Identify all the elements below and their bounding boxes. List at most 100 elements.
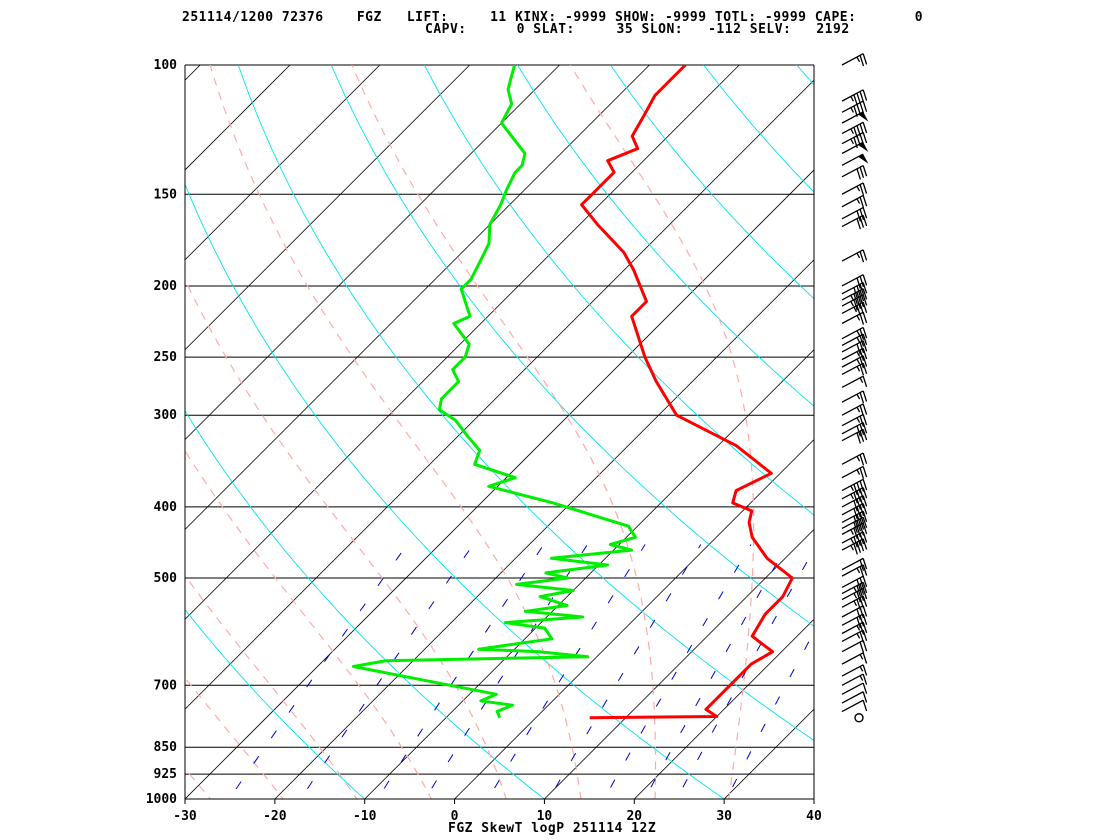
wind-barb-full-feather <box>856 343 862 355</box>
wind-barb <box>841 182 868 196</box>
wind-barb-full-feather <box>862 700 868 712</box>
mixing-ratio-line <box>548 544 702 799</box>
wind-barb-full-feather <box>859 641 865 653</box>
mixing-ratio-line <box>603 544 752 799</box>
wind-barb-full-feather <box>862 682 868 694</box>
wind-barb-half-feather <box>856 406 861 413</box>
wind-barb-full-feather <box>859 454 865 466</box>
wind-barb <box>841 294 868 311</box>
wind-barb-full-feather <box>862 691 868 703</box>
wind-barb-full-feather <box>862 195 868 207</box>
wind-barb-full-feather <box>862 466 868 478</box>
dry-adiabat-line <box>517 65 814 407</box>
wind-barb-full-feather <box>853 543 858 555</box>
isotherm-line <box>544 528 814 799</box>
wind-barb-full-feather <box>862 588 868 600</box>
wind-barb-half-feather <box>856 330 861 336</box>
wind-barb-full-feather <box>862 664 868 676</box>
wind-barb-full-feather <box>853 536 858 548</box>
wind-barb-full-feather <box>862 503 868 515</box>
wind-barb <box>841 605 868 620</box>
moist-adiabat-line <box>185 676 284 799</box>
wind-barb <box>841 141 869 155</box>
wind-barb <box>854 713 864 723</box>
isotherm-line <box>274 259 814 799</box>
wind-barb-half-feather <box>856 366 861 372</box>
wind-barb-full-feather <box>859 208 865 221</box>
wind-barb-full-feather <box>862 640 868 652</box>
wind-barb-full-feather <box>859 467 865 479</box>
wind-barb-full-feather <box>862 333 868 345</box>
isotherm-line <box>364 349 814 799</box>
temperature-tick-label: 30 <box>716 809 732 824</box>
wind-barb-half-feather <box>850 128 854 135</box>
wind-barb-staff <box>841 153 864 166</box>
wind-barb-full-feather <box>862 100 868 112</box>
mixing-ratio-line <box>676 548 814 799</box>
wind-barb-full-feather <box>862 182 868 194</box>
wind-barb-full-feather <box>862 605 868 617</box>
wind-barb-full-feather <box>859 276 865 288</box>
wind-barb-half-feather <box>850 138 854 145</box>
wind-barb-full-feather <box>862 517 868 529</box>
wind-barb-full-feather <box>859 184 865 196</box>
wind-barb-full-feather <box>859 349 865 361</box>
wind-barb-half-feather <box>850 545 854 551</box>
isotherm-line <box>185 65 740 620</box>
isotherm-line <box>185 169 814 799</box>
wind-barb-half-feather <box>856 417 861 423</box>
wind-barb <box>841 639 868 653</box>
wind-barb-half-feather <box>853 586 858 593</box>
wind-barb-half-feather <box>850 96 854 102</box>
wind-barb-full-feather <box>856 608 862 620</box>
wind-barb-full-feather <box>862 53 868 65</box>
wind-barb-full-feather <box>862 479 868 491</box>
mixing-ratio-line <box>300 544 474 799</box>
wind-barb-full-feather <box>862 613 868 625</box>
wind-barb-full-feather <box>859 196 865 208</box>
wind-barb-full-feather <box>862 362 868 375</box>
wind-barb-half-feather <box>856 393 861 400</box>
wind-barb-half-feather <box>850 294 854 301</box>
pressure-tick-label: 250 <box>154 350 178 365</box>
dry-adiabat-line <box>185 608 366 799</box>
temperature-tick-label: 10 <box>537 809 553 824</box>
dewpoint-profile-line <box>351 65 637 719</box>
wind-barb-full-feather <box>856 617 862 629</box>
pressure-tick-label: 700 <box>154 678 178 693</box>
wind-barb-full-feather <box>862 165 868 177</box>
wind-barb-full-feather <box>862 122 868 134</box>
wind-barb <box>841 673 868 686</box>
wind-barb-full-feather <box>862 495 868 507</box>
dry-adiabat-lines <box>185 65 814 799</box>
wind-barb-full-feather <box>862 274 868 286</box>
wind-barb <box>841 421 868 437</box>
wind-barb <box>841 111 869 124</box>
wind-barb-half-feather <box>850 107 854 113</box>
wind-barb-half-feather <box>859 377 864 384</box>
wind-barb-full-feather <box>862 652 868 664</box>
isotherm-line <box>723 708 814 799</box>
wind-barb-full-feather <box>859 357 865 369</box>
temperature-tick-label: -10 <box>353 809 377 824</box>
wind-barb-full-feather <box>862 215 868 227</box>
wind-barb-full-feather <box>862 538 868 550</box>
temperature-tick-label: 20 <box>626 809 642 824</box>
wind-barb-staff <box>841 375 864 389</box>
wind-barb <box>841 100 868 117</box>
wind-barb <box>841 89 868 106</box>
wind-barb-full-feather <box>853 94 858 106</box>
wind-barb <box>841 375 868 389</box>
wind-barb-full-feather <box>859 430 865 442</box>
wind-barb-full-feather <box>862 390 868 402</box>
isotherm-lines <box>0 65 814 799</box>
wind-barb <box>841 214 868 230</box>
mixing-ratio-line <box>644 544 789 799</box>
isotherm-line <box>0 65 110 799</box>
wind-barb <box>841 495 868 512</box>
wind-barb <box>841 274 868 289</box>
wind-barb-full-feather <box>862 327 868 339</box>
wind-barb-full-feather <box>856 210 862 222</box>
wind-barb-half-feather <box>856 56 861 63</box>
wind-barb-full-feather <box>859 497 865 509</box>
